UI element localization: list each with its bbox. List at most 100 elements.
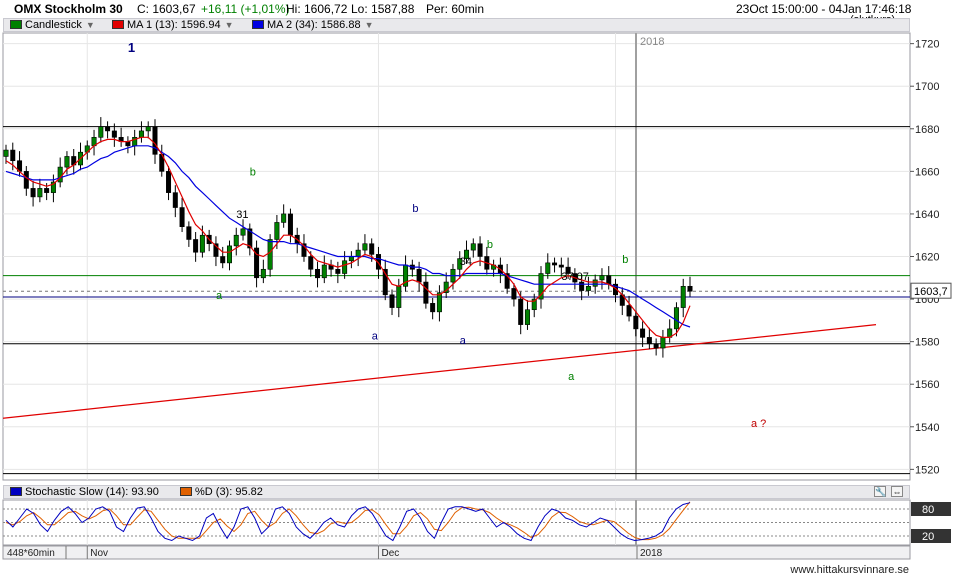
candle-down [335,268,341,274]
candle-up [599,275,605,281]
candle-up [240,228,246,236]
candle-up [355,249,361,257]
candle-up [64,156,70,168]
candle-down [111,130,117,138]
candle-up [342,260,348,274]
candle-up [436,292,442,313]
legend-stochastic-d[interactable]: %D (3): 95.82 [180,486,263,498]
high-price: Hi: 1606,72 [286,2,348,16]
candle-up [226,245,232,264]
candle-down [430,303,436,313]
legend-ma1-label: MA 1 (13): 1596.94 [127,19,221,31]
last-price-label: 1603,7 [914,286,948,298]
wave-annotation: b [250,167,256,179]
stochastic-k-swatch [10,487,22,496]
candle-down [382,268,388,296]
candle-up [457,258,463,270]
candle-down [105,126,111,132]
wave-annotation: b [487,239,493,251]
candle-down [315,268,321,279]
candle-up [592,279,598,287]
wave-annotation: 34 [460,256,472,268]
candle-down [579,281,585,291]
candle-down [172,192,178,208]
chevron-down-icon[interactable]: ▼ [364,20,374,30]
candle-down [166,171,172,193]
candle-up [267,239,273,270]
candle-down [511,288,517,300]
settings-icon[interactable]: 🔧 [874,486,887,497]
candle-up [443,281,449,293]
chevron-down-icon[interactable]: ▼ [85,20,95,30]
candle-up [3,149,9,157]
candle-down [287,213,293,236]
candle-up [274,222,280,240]
candle-down [220,256,226,264]
candle-down [565,266,571,274]
candle-down [633,315,639,330]
stochastic-level-label: 20 [922,531,934,543]
candle-down [389,294,395,308]
chevron-down-icon[interactable]: ▼ [224,20,234,30]
candle-down [10,149,16,162]
candle-down [23,171,29,189]
candle-down [44,188,50,193]
expand-icon[interactable]: ⇔ [891,486,903,497]
wave-annotation: b [412,203,418,215]
wave-annotation: a [460,335,467,347]
legend-ma1[interactable]: MA 1 (13): 1596.94 ▼ [112,19,233,31]
candle-up [396,285,402,308]
candle-up [199,234,205,253]
candle-down [653,343,659,349]
candle-up [98,126,104,138]
candle-up [145,126,151,132]
candle-down [152,126,158,155]
stochastic-level-label: 80 [922,504,934,516]
stochastic-d-swatch [180,487,192,496]
x-start-label: 448*60min [7,548,55,559]
legend-ma2[interactable]: MA 2 (34): 1586.88 ▼ [252,19,373,31]
legend-candlestick[interactable]: Candlestick ▼ [10,19,95,31]
candle-down [375,254,381,270]
y-tick-label: 1700 [915,81,939,93]
candle-down [646,337,652,345]
candlestick-swatch [10,20,22,29]
candle-up [470,243,476,251]
candle-up [585,285,591,291]
candle-down [558,264,564,268]
stochastic-k-line [5,502,691,542]
trendline [2,323,877,419]
y-tick-label: 1720 [915,39,939,51]
candle-down [369,243,375,255]
legend-stochastic-slow[interactable]: Stochastic Slow (14): 93.90 [10,486,159,498]
candle-down [301,243,307,257]
site-footer[interactable]: www.hittakursvinnare.se [790,564,909,576]
y-tick-label: 1540 [915,422,939,434]
stochastic-level-box [911,529,951,543]
stochastic-legend: Stochastic Slow (14): 93.90 %D (3): 95.8… [3,485,910,499]
candle-down [30,188,36,198]
x-tick-label: Dec [381,548,399,559]
candle-up [348,256,354,262]
y-tick-label: 1560 [915,379,939,391]
candle-up [37,188,43,198]
wave-annotation: a [372,331,379,343]
wave-annotation: a [216,290,223,302]
instrument-name: OMX Stockholm 30 [14,2,123,16]
candle-down [186,226,192,240]
candle-up [545,262,551,274]
ma1-line [5,136,691,338]
candle-down [247,228,253,249]
x-tick-label: 2018 [640,548,663,559]
candle-up [538,273,544,300]
candle-down [423,281,429,304]
low-price: Lo: 1587,88 [351,2,415,16]
legend-stochastic-slow-label: Stochastic Slow (14): 93.90 [25,486,159,498]
last-price-box [910,282,952,299]
wave-annotation: 31 [236,209,248,221]
y-tick-label: 1620 [915,252,939,264]
ma2-line [5,145,691,328]
wave-annotation: 1 [128,40,135,55]
y-tick-label: 1660 [915,166,939,178]
